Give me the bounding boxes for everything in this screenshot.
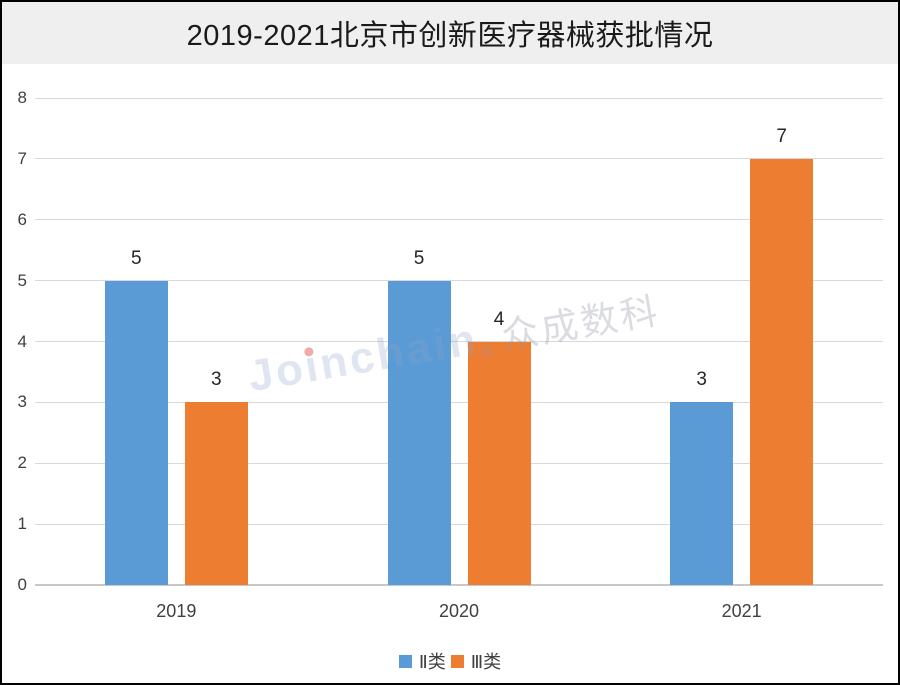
x-axis-label-2020: 2020 [438,601,480,621]
gridline-8 [35,97,883,99]
y-axis-label-3: 3 [17,392,27,412]
y-axis-label-7: 7 [17,148,27,168]
bar-Ⅲ类-2020 [467,341,531,585]
bar-Ⅲ类-2021 [750,158,814,585]
y-axis-label-4: 4 [17,331,27,351]
legend-item-class2: Ⅱ类 [398,648,446,674]
y-axis-label-1: 1 [17,514,27,534]
y-axis-label-0: 0 [17,575,27,594]
bar-value-label-Ⅱ类-2020: 5 [413,247,425,269]
legend-label-class3: Ⅲ类 [470,652,502,672]
y-axis-label-2: 2 [17,453,27,473]
legend-swatch-orange-icon [450,654,464,668]
bar-value-label-Ⅲ类-2020: 4 [493,308,505,330]
x-axis-label-2021: 2021 [721,601,762,621]
gridline-2 [35,462,883,464]
bar-value-label-Ⅱ类-2019: 5 [131,247,142,269]
gridline-7 [35,158,883,160]
chart-title-bar: 2019-2021北京市创新医疗器械获批情况 [2,2,898,64]
x-axis-line [35,584,883,586]
gridline-1 [35,523,883,525]
legend-label-class2: Ⅱ类 [418,652,446,672]
bar-Ⅱ类-2021 [670,402,734,585]
bar-Ⅱ类-2020 [387,280,451,585]
bar-Ⅱ类-2019 [104,280,168,585]
legend-swatch-blue-icon [398,654,412,668]
x-axis-label-2019: 2019 [156,601,197,621]
legend-item-class3: Ⅲ类 [450,648,502,674]
legend: Ⅱ类 Ⅲ类 [2,650,898,672]
bar-value-label-Ⅱ类-2021: 3 [696,369,707,391]
gridline-3 [35,401,883,403]
bar-value-label-Ⅲ类-2021: 7 [776,125,787,147]
y-axis-label-6: 6 [17,209,27,229]
bar-value-label-Ⅲ类-2019: 3 [211,369,222,391]
chart-title: 2019-2021北京市创新医疗器械获批情况 [186,20,714,52]
y-axis-label-8: 8 [17,88,27,107]
gridline-4 [35,341,883,342]
y-axis-label-5: 5 [17,270,27,290]
gridline-6 [35,219,883,221]
gridline-5 [35,280,883,282]
bar-Ⅲ类-2019 [184,402,248,585]
